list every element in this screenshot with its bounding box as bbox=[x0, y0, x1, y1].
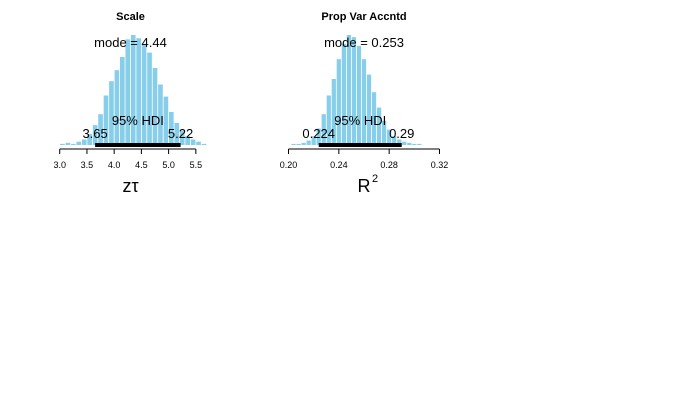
histogram-bar bbox=[331, 79, 336, 145]
histogram-bar bbox=[382, 120, 387, 145]
histogram-bar bbox=[158, 84, 163, 145]
histogram-bar bbox=[296, 143, 301, 145]
x-axis-label-superscript: 2 bbox=[372, 173, 378, 185]
mode-label: mode = 0.253 bbox=[324, 35, 404, 50]
chart-title: Scale bbox=[116, 11, 145, 23]
histogram-bar bbox=[371, 92, 377, 145]
histogram-bar bbox=[326, 95, 331, 145]
histogram-bar bbox=[71, 143, 76, 145]
hdi-label: 95% HDI bbox=[112, 113, 164, 128]
hdi-low-label: 0.224 bbox=[302, 126, 335, 141]
mode-label: mode = 4.44 bbox=[94, 35, 167, 50]
histogram-bar bbox=[407, 142, 412, 145]
x-tick-label: 3.5 bbox=[81, 160, 94, 170]
hdi-high-label: 0.29 bbox=[389, 126, 414, 141]
x-tick-label: 0.32 bbox=[431, 160, 449, 170]
histogram-bar bbox=[130, 35, 136, 145]
hdi-high-label: 5.22 bbox=[168, 126, 193, 141]
histogram-bar bbox=[136, 38, 141, 145]
histogram-bar bbox=[65, 142, 71, 145]
histogram-bar bbox=[81, 139, 87, 145]
histogram-bar bbox=[185, 136, 190, 145]
histogram-bar bbox=[147, 52, 152, 145]
histogram-bar bbox=[321, 114, 326, 145]
histogram-bar bbox=[361, 59, 367, 146]
histogram-bar bbox=[92, 125, 98, 145]
histogram-bar bbox=[163, 96, 169, 145]
histogram-bar bbox=[301, 142, 306, 145]
histogram-bar bbox=[98, 114, 103, 145]
x-tick-label: 4.0 bbox=[108, 160, 121, 170]
histogram-bar bbox=[120, 57, 125, 145]
hdi-low-label: 3.65 bbox=[82, 126, 107, 141]
histogram-bar bbox=[152, 68, 158, 145]
x-axis-label: R bbox=[358, 176, 371, 196]
histogram-bar bbox=[311, 136, 316, 145]
x-tick-label: 3.0 bbox=[53, 160, 66, 170]
histogram-bar bbox=[341, 43, 346, 145]
histogram-bar bbox=[114, 70, 120, 145]
x-tick-label: 5.5 bbox=[190, 160, 203, 170]
x-tick-label: 5.0 bbox=[162, 160, 175, 170]
histogram-bar bbox=[376, 107, 382, 145]
histogram-bar bbox=[306, 140, 311, 145]
histogram-bar bbox=[76, 141, 82, 145]
histogram-bar bbox=[174, 123, 180, 145]
histogram-bar bbox=[402, 141, 407, 145]
histogram-bar bbox=[141, 43, 147, 145]
hdi-label: 95% HDI bbox=[334, 113, 386, 128]
histogram-bar bbox=[412, 143, 417, 145]
x-axis-label: zτ bbox=[122, 176, 138, 196]
x-tick-label: 0.28 bbox=[380, 160, 398, 170]
histogram-bar bbox=[190, 139, 196, 145]
histogram-bar bbox=[366, 74, 372, 145]
chart-title: Prop Var Accntd bbox=[321, 11, 406, 23]
histogram-bar bbox=[291, 143, 296, 145]
histogram-bar bbox=[316, 128, 321, 145]
x-tick-label: 0.24 bbox=[330, 160, 348, 170]
histogram-bar bbox=[179, 130, 185, 145]
histogram-bar bbox=[87, 134, 92, 145]
histogram-bar bbox=[346, 35, 352, 145]
histogram-bar bbox=[336, 59, 341, 146]
chart-panel-0: Scale mode = 4.44 95% HDI 3.65 5.22 3.0 3.5 4.0… bbox=[53, 11, 207, 196]
histogram-bar bbox=[392, 136, 397, 145]
histogram-bar bbox=[201, 143, 207, 145]
histogram-bar bbox=[387, 129, 392, 145]
histogram-bar bbox=[356, 46, 362, 145]
histogram-bar bbox=[196, 141, 201, 145]
x-tick-label: 0.20 bbox=[280, 160, 298, 170]
histogram-bar bbox=[169, 112, 174, 145]
x-tick-label: 4.5 bbox=[135, 160, 148, 170]
histogram-bar bbox=[397, 139, 402, 145]
histogram-bar bbox=[351, 37, 357, 146]
histogram-bar bbox=[109, 81, 114, 145]
histogram-bar bbox=[103, 95, 109, 145]
histogram-bar bbox=[417, 143, 422, 145]
histogram-bar bbox=[125, 39, 131, 145]
histogram-bar bbox=[60, 143, 65, 145]
